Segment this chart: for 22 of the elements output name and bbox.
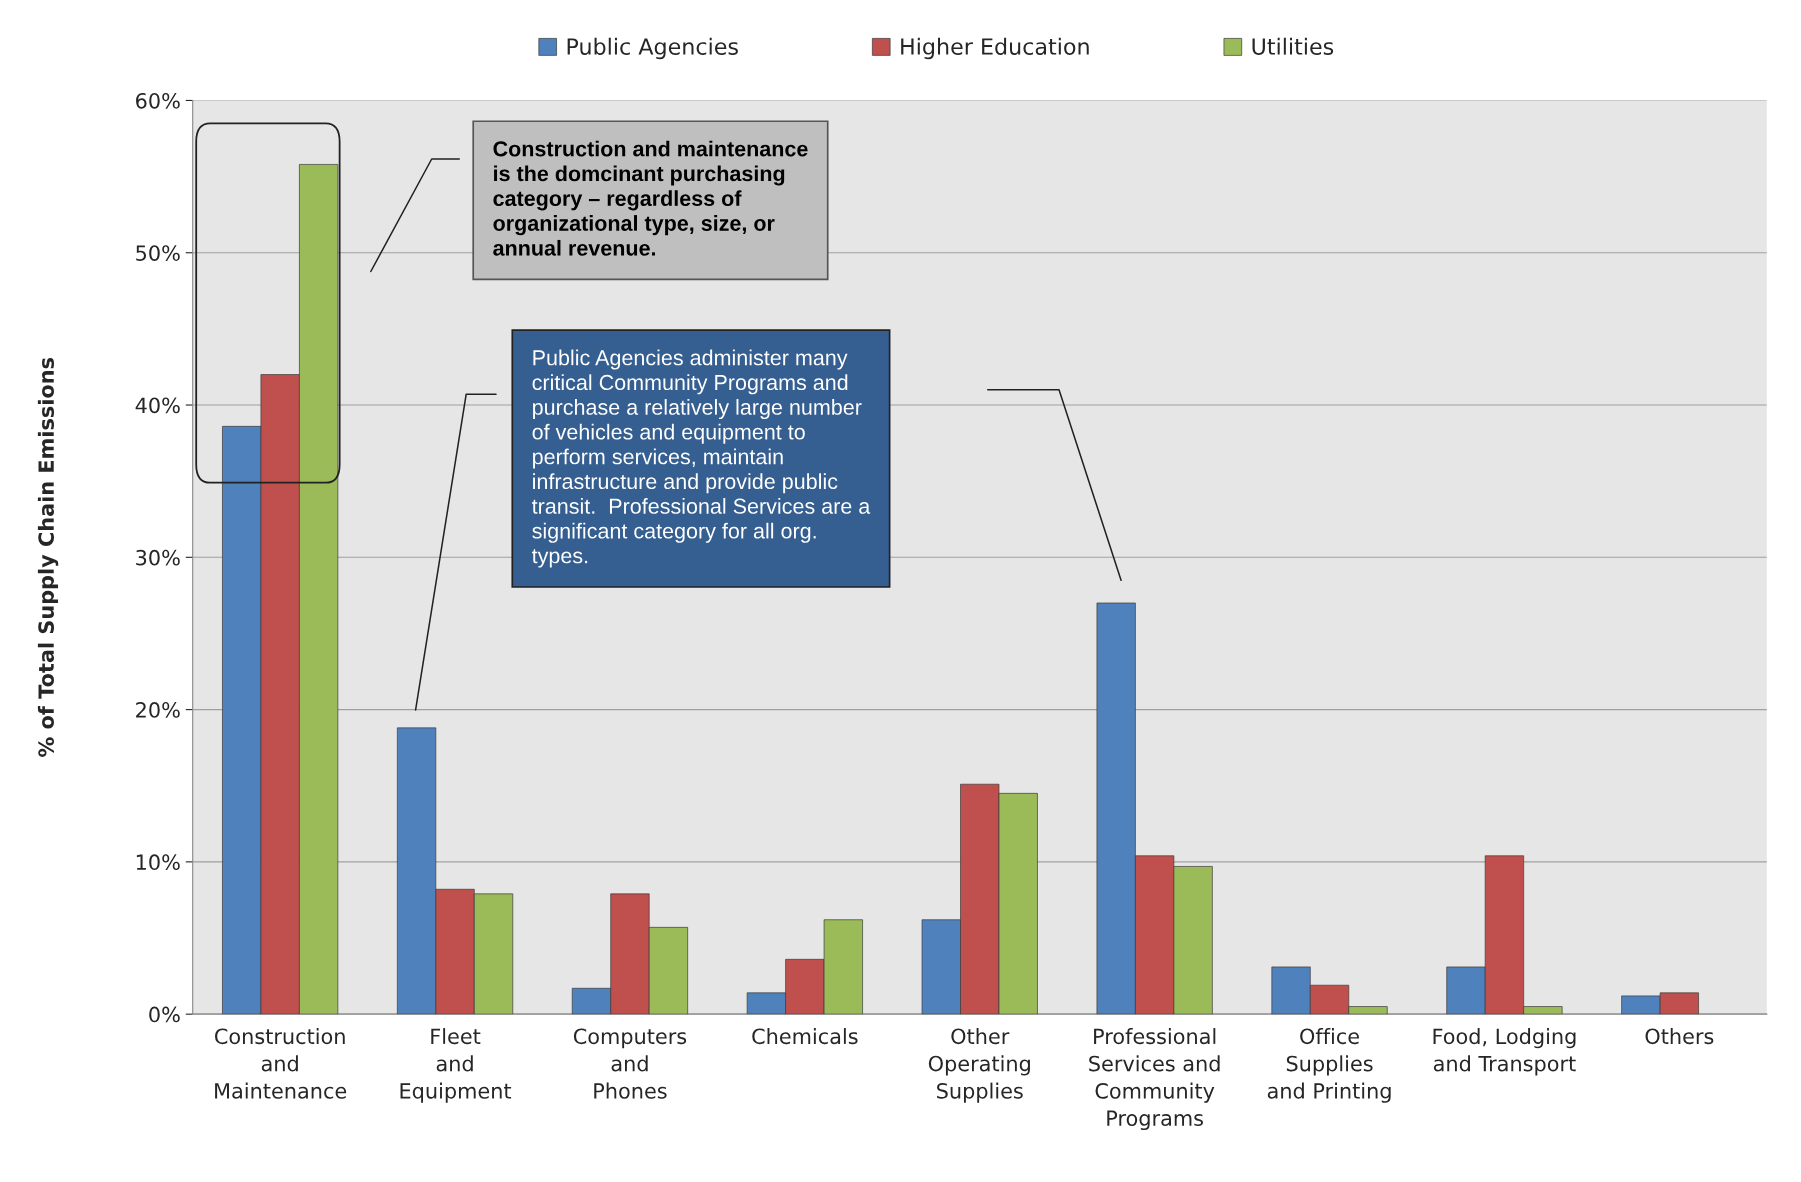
y-tick-label: 30% xyxy=(136,549,180,566)
x-tick-label: Professional Services and Community Programs xyxy=(1089,1028,1220,1131)
legend-label: Public Agencies xyxy=(567,37,738,60)
x-tick-label: Fleet and Equipment xyxy=(400,1028,512,1103)
x-tick-label: Computers and Phones xyxy=(573,1028,687,1099)
y-axis-title: % of Total Supply Chain Emissions xyxy=(37,358,59,757)
legend-label: Higher Education xyxy=(901,37,1089,60)
x-tick-label: Chemicals xyxy=(752,1028,858,1045)
x-tick-label: Construction and Maintenance xyxy=(215,1028,347,1099)
legend-label: Utilities xyxy=(1252,37,1334,55)
x-tick-label: Office Supplies and Printing xyxy=(1267,1028,1391,1103)
y-tick-label: 0% xyxy=(149,1006,180,1023)
y-tick-label: 40% xyxy=(135,397,180,414)
text: Public Agencies administer many critical Community Programs and purchase a relatively large number of vehicles and equipment to perform services, maintain infrastructure and provide public transit. Professional Services are a significant category for all org. types. xyxy=(531,349,871,568)
x-tick-label: Others xyxy=(1645,1028,1714,1045)
y-tick-label: 10% xyxy=(136,854,180,871)
x-tick-label: Food, Lodging and Transport xyxy=(1433,1028,1576,1076)
y-tick-label: 20% xyxy=(136,702,180,718)
y-tick-label: 50% xyxy=(136,245,180,261)
x-tick-label: Other Operating Supplies xyxy=(928,1028,1030,1103)
y-tick-label: 60% xyxy=(136,92,180,109)
annotation: Construction and maintenance is the domcinant purchasing category – regardless of organizational type, size, or annual revenue. xyxy=(493,140,808,256)
